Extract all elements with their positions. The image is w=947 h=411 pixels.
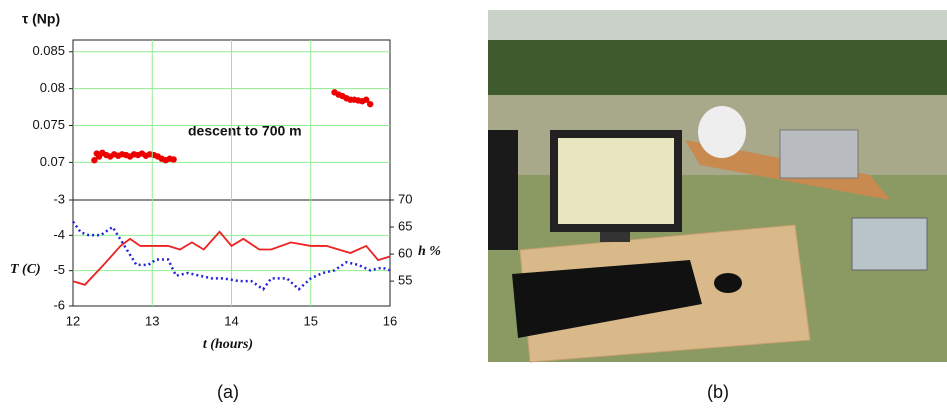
y-tick-label: 0.075 [32, 117, 65, 132]
photo [488, 10, 947, 363]
y2-tick-label: 60 [398, 246, 412, 261]
x-tick-label: 16 [383, 313, 397, 328]
point [91, 156, 98, 164]
panel-label: (b) [707, 382, 729, 402]
y-tick-label: 0.07 [40, 154, 65, 169]
y-label: T (C) [10, 262, 41, 277]
y-tick-label: -4 [53, 227, 65, 242]
x-tick-label: 14 [224, 313, 238, 328]
y-tick-label: -3 [53, 191, 65, 206]
y-tick-label: 0.08 [40, 80, 65, 95]
y-tick-label: 0.085 [32, 43, 65, 58]
y2-tick-label: 55 [398, 273, 412, 288]
x-tick-label: 15 [304, 313, 318, 328]
y-label: τ (Np) [22, 11, 60, 27]
y2-tick-label: 70 [398, 191, 412, 206]
panel-label: (a) [217, 382, 239, 402]
line [71, 220, 391, 291]
y-tick-label: -5 [53, 262, 65, 277]
x-tick-label: 12 [66, 313, 80, 328]
y2-tick-label: 65 [398, 218, 412, 233]
point [366, 100, 374, 108]
point [363, 96, 370, 103]
annotation: descent to 700 m [188, 123, 302, 139]
y2-label: h % [418, 244, 441, 259]
x-label: t (hours) [203, 337, 253, 352]
line [72, 230, 391, 286]
point [170, 156, 177, 163]
y-tick-label: -6 [53, 297, 65, 312]
x-tick-label: 13 [145, 313, 159, 328]
